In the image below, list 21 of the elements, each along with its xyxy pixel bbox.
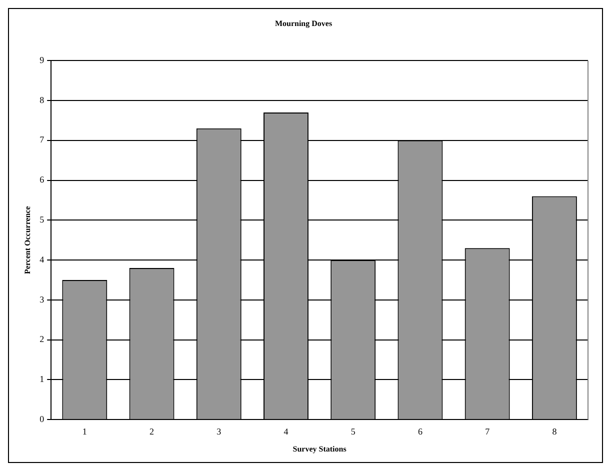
y-tick-label: 3: [40, 294, 45, 304]
y-tick-label: 6: [40, 174, 45, 185]
x-tick-label: 4: [284, 426, 289, 436]
x-tick-label: 7: [485, 426, 490, 436]
y-tick-label: 7: [40, 134, 45, 145]
x-tick-label: 5: [350, 426, 356, 436]
y-tick-label: 1: [40, 374, 44, 384]
x-tick-label: 6: [418, 426, 423, 436]
x-tick-label: 1: [82, 426, 87, 436]
y-tick-label: 9: [40, 54, 45, 65]
y-axis-title: Percent Occurrence: [22, 206, 32, 274]
y-tick-label: 0: [40, 414, 45, 424]
y-tick-label: 8: [40, 94, 45, 105]
y-tick-label: 4: [40, 254, 45, 264]
y-tick-label: 5: [40, 214, 45, 225]
x-tick-label: 2: [150, 426, 154, 436]
x-tick-label: 3: [216, 426, 222, 436]
x-axis-title: Survey Stations: [292, 444, 346, 454]
y-tick-label: 2: [40, 334, 44, 344]
chart-title: Mourning Doves: [274, 18, 332, 28]
x-tick-label: 8: [552, 426, 558, 436]
